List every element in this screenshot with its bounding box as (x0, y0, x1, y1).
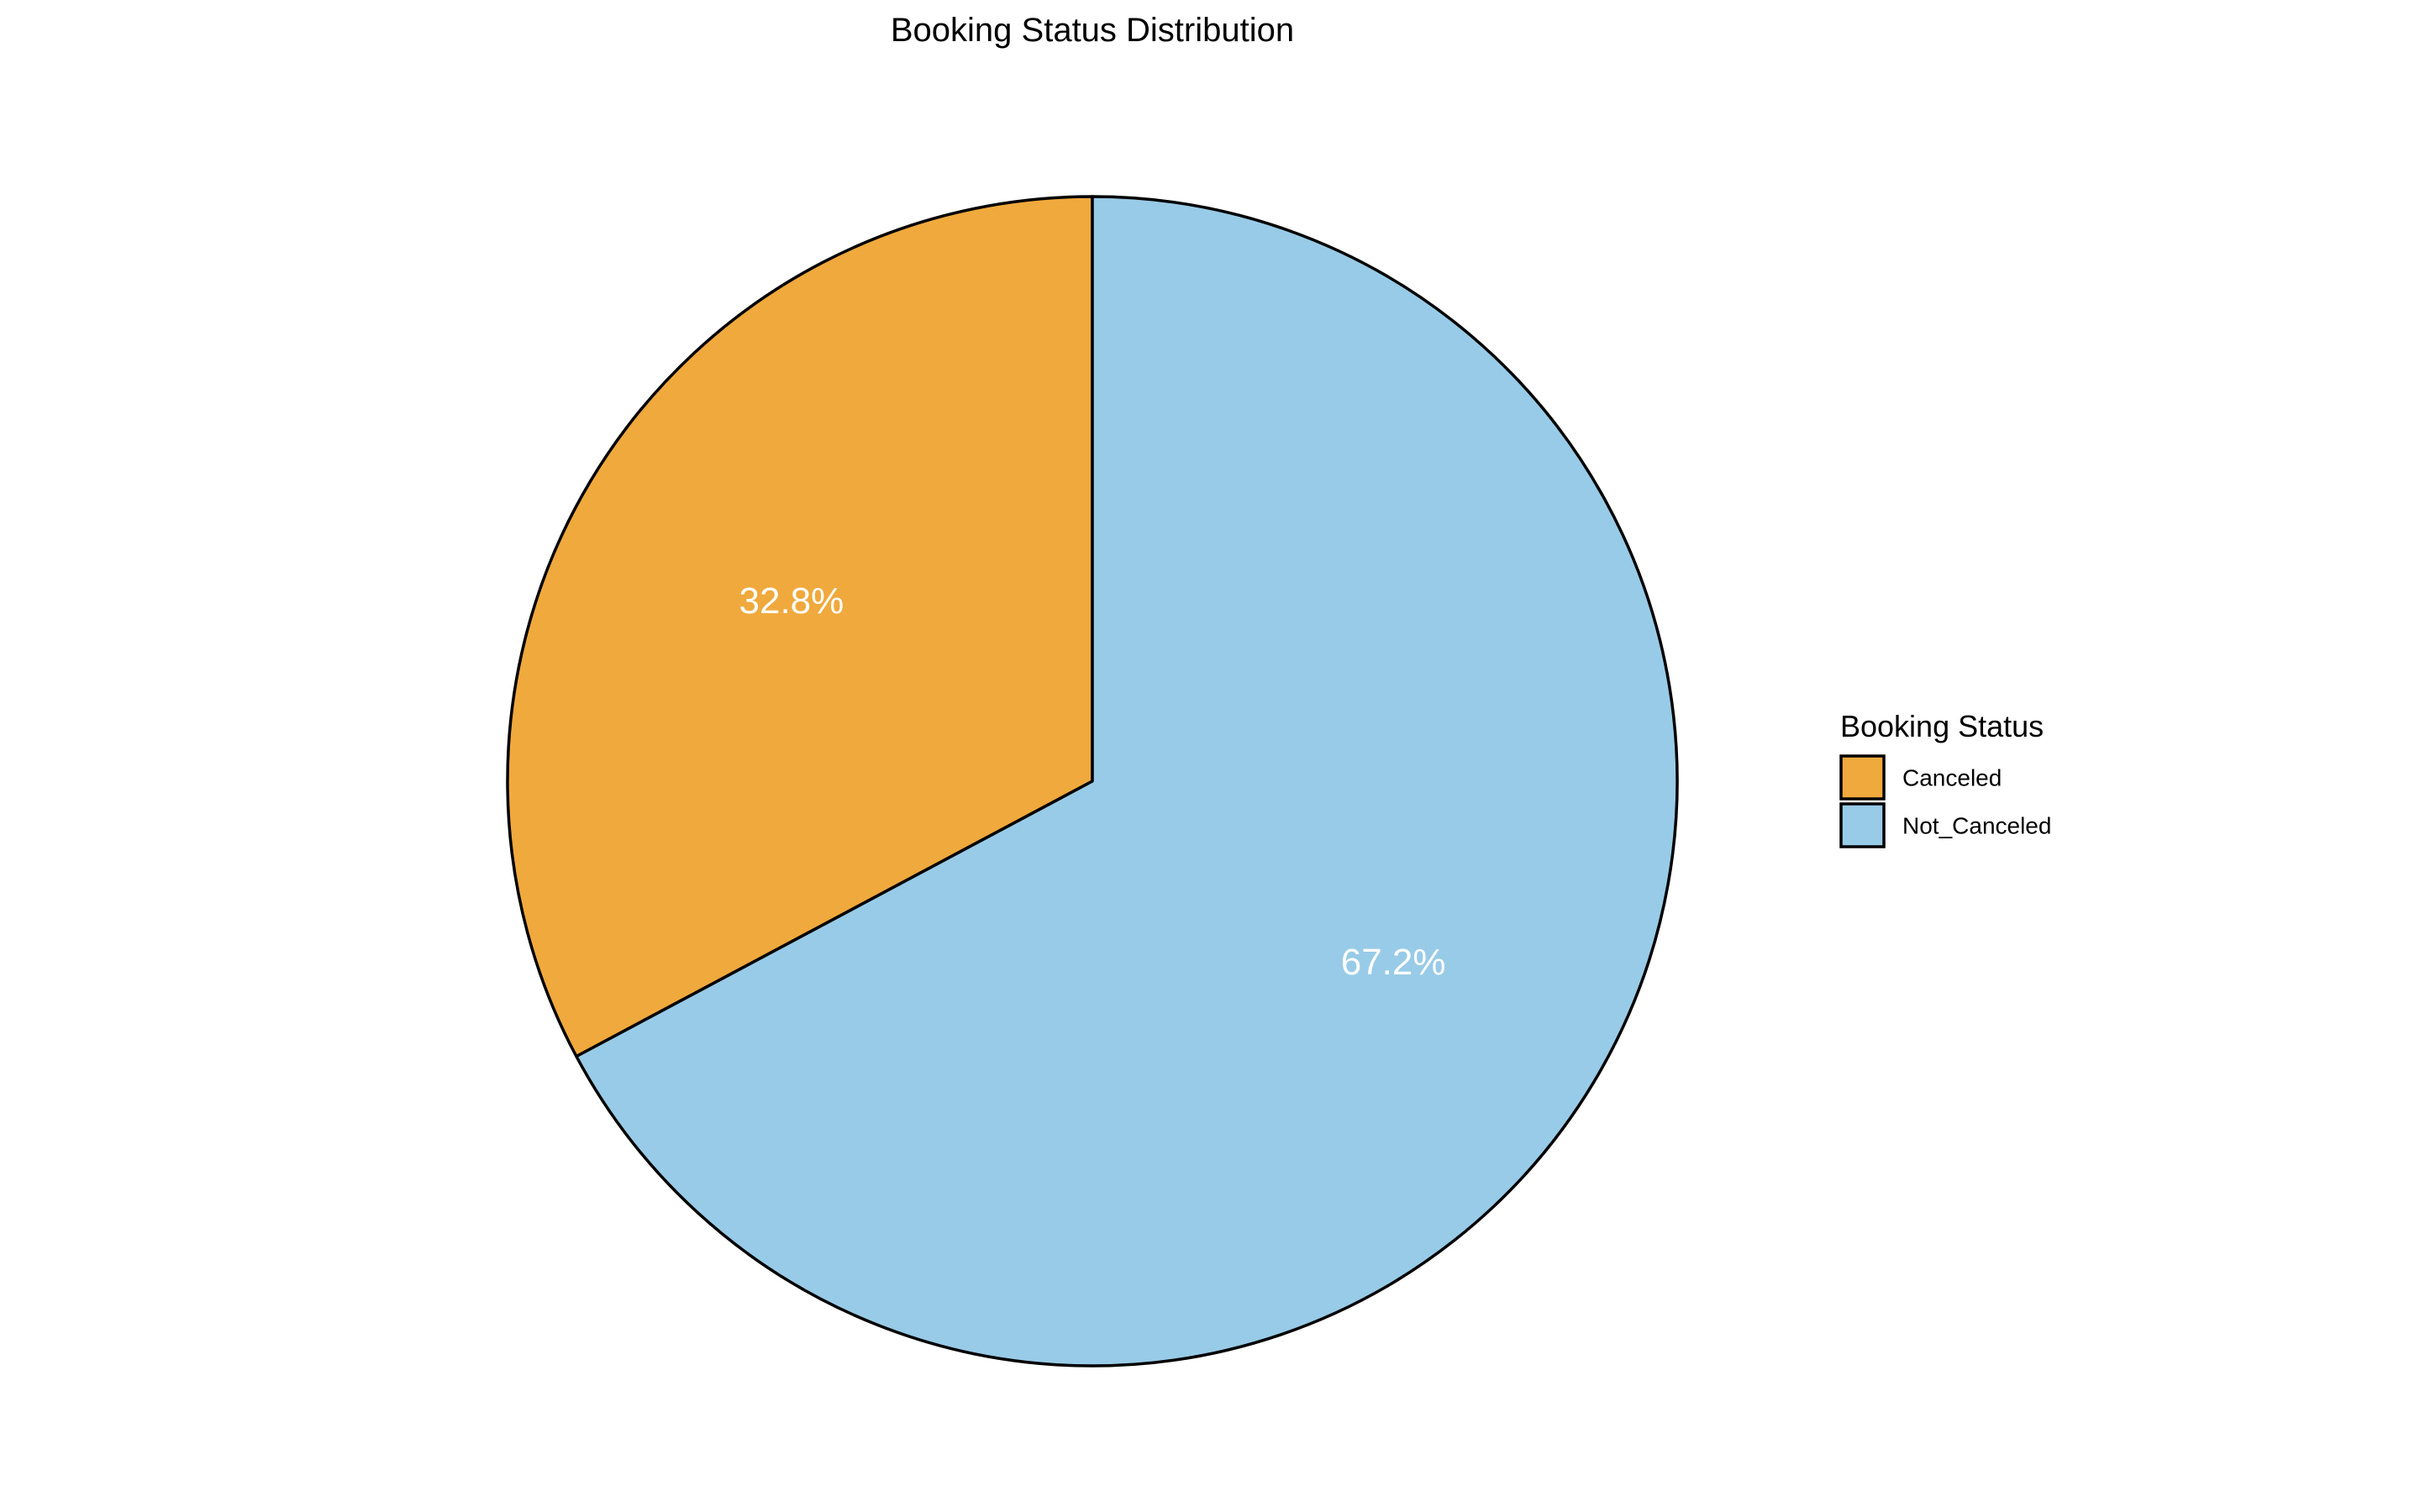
legend-swatch-canceled (1839, 754, 1886, 801)
chart-title: Booking Status Distribution (891, 12, 1294, 49)
legend-label-canceled: Canceled (1902, 765, 2002, 791)
pie-slices (506, 195, 1679, 1368)
pie-slice-not-canceled (575, 195, 1679, 1368)
slice-label-canceled: 32.8% (739, 580, 844, 622)
legend-title: Booking Status (1840, 709, 2044, 743)
legend-items: Canceled Not_Canceled (1839, 754, 2051, 848)
slice-label-not-canceled: 67.2% (1341, 942, 1446, 983)
legend: Booking Status Canceled Not_Canceled (1839, 709, 2051, 848)
legend-swatch-not-canceled (1839, 802, 1886, 848)
legend-label-not-canceled: Not_Canceled (1902, 813, 2051, 839)
pie-slice-labels: 32.8% 67.2% (739, 580, 1446, 983)
pie-slice-canceled (506, 195, 1094, 1058)
